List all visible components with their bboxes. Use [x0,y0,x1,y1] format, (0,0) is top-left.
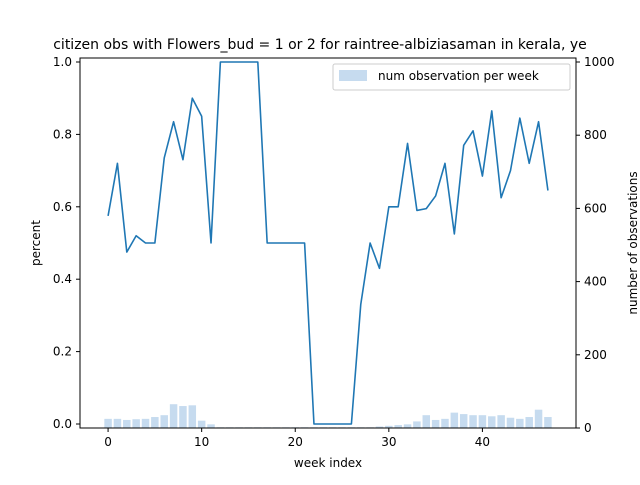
percent-line [107,61,549,425]
observation-bar [413,421,421,428]
x-tick-label: 30 [381,435,396,449]
observation-bar [459,414,468,428]
chart-title: citizen obs with Flowers_bud = 1 or 2 fo… [53,37,587,53]
legend-swatch-observations [339,70,367,81]
left-y-tick-label: 0.8 [53,127,72,141]
left-y-tick-label: 1.0 [53,55,72,69]
observation-bar [422,415,431,428]
observation-bar [469,415,477,428]
line-layer [107,61,549,425]
right-y-tick-label: 600 [584,201,607,215]
observation-bar [478,415,487,428]
left-y-tick-label: 0.4 [53,272,72,286]
right-y-tick-label: 200 [584,348,607,362]
x-tick-label: 40 [475,435,490,449]
observation-bar [151,417,159,428]
observation-bar [534,409,543,428]
observation-bar [141,418,150,428]
left-y-tick-label: 0.0 [53,417,72,431]
observation-bar [169,404,178,428]
observation-bar [497,415,505,428]
observation-bar [123,419,131,428]
right-y-tick-label: 0 [584,421,592,435]
observation-bar [450,412,459,428]
observation-bar [113,418,122,428]
observation-bar [431,419,440,428]
observation-bar [207,424,215,428]
observation-bar [188,405,197,428]
x-tick-label: 10 [194,435,209,449]
observation-bar [104,418,112,428]
observation-bar [506,417,515,428]
observation-bar [488,416,496,428]
observation-bar [132,419,140,428]
left-y-tick-label: 0.6 [53,200,72,214]
observation-bar [525,417,533,428]
observation-bar [385,425,393,428]
observation-bar [441,418,449,428]
right-y-axis-ticks: 0 200 400 600 800 1000 [576,55,615,435]
observation-bar [160,415,168,428]
legend-label-observations: num observation per week [378,69,539,83]
observation-bar [375,426,384,428]
left-y-axis-label: percent [29,220,43,266]
x-tick-label: 0 [104,435,112,449]
observation-bar [197,420,206,428]
right-y-axis-label: number of observations [626,171,640,314]
x-axis-label: week index [294,456,362,470]
legend: num observation per week [332,63,571,91]
x-tick-label: 20 [288,435,303,449]
plot-frame [79,57,577,429]
left-y-tick-label: 0.2 [53,345,72,359]
right-y-tick-label: 400 [584,275,607,289]
observation-bar [394,425,402,428]
right-y-tick-label: 800 [584,128,607,142]
observation-bar [179,406,187,428]
left-y-axis-ticks: 0.0 0.2 0.4 0.6 0.8 1.0 [53,55,80,431]
right-y-tick-label: 1000 [584,55,615,69]
legend-box [332,63,571,91]
x-axis-ticks: 0 10 20 30 40 [104,428,490,449]
observation-bar [403,424,412,428]
observation-bar [516,418,524,428]
observation-bar [544,417,552,428]
